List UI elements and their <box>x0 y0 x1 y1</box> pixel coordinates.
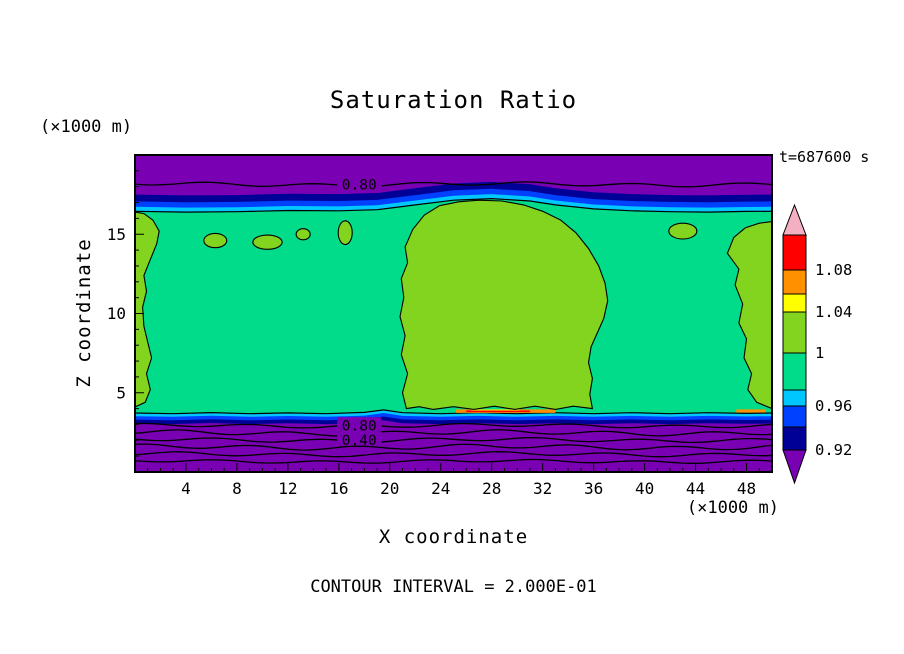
x-axis-unit-label: (×1000 m) <box>686 498 779 518</box>
blob-region <box>668 222 698 240</box>
contour-line <box>135 451 772 458</box>
contour-line <box>135 422 772 429</box>
chart-title: Saturation Ratio <box>329 86 578 114</box>
x-tick-label: 12 <box>278 479 297 498</box>
streak-orange <box>736 409 766 413</box>
streak-red <box>466 410 530 413</box>
colorbar-arrow-bottom <box>782 449 807 485</box>
y-axis-unit-label: (×1000 m) <box>40 117 133 137</box>
y-tick-label: 10 <box>107 304 126 323</box>
colorbar-segment <box>782 352 807 391</box>
top-band-cyan <box>135 194 772 213</box>
time-annotation: t=687600 s <box>779 148 870 166</box>
x-tick-label: 8 <box>232 479 242 498</box>
colorbar-tick-label: 0.92 <box>815 441 852 459</box>
x-tick-label: 24 <box>431 479 450 498</box>
streak-yellow <box>471 409 520 411</box>
bottom-band-cyan <box>135 409 772 417</box>
x-tick-label: 28 <box>482 479 501 498</box>
contour-line <box>135 181 772 188</box>
contour-field: 0.800.800.40 <box>135 155 772 472</box>
colorbar-segment <box>782 426 807 451</box>
x-tick-label: 20 <box>380 479 399 498</box>
x-axis-title: X coordinate <box>378 526 529 548</box>
colorbar-segment <box>782 405 807 428</box>
contour-label: 0.40 <box>342 433 377 449</box>
blob-region <box>337 220 353 246</box>
colorbar-tick-label: 0.96 <box>815 397 852 415</box>
blob-region <box>252 234 283 250</box>
contour-interval-note: CONTOUR INTERVAL = 2.000E-01 <box>310 577 597 597</box>
colorbar-segment <box>782 311 807 354</box>
colorbar: 1.08 1.04 1 0.96 0.92 <box>782 203 852 485</box>
x-tick-label: 32 <box>533 479 552 498</box>
blob-region <box>726 221 772 410</box>
contour-label: 0.80 <box>342 177 377 193</box>
upper-interface-contour <box>135 197 772 213</box>
contour-label: 0.80 <box>342 419 377 435</box>
y-tick-label: 15 <box>107 225 126 244</box>
x-tick-label: 16 <box>329 479 348 498</box>
x-tick-label: 4 <box>181 479 191 498</box>
x-tick-label: 40 <box>635 479 654 498</box>
contour-label-mask <box>337 431 382 449</box>
x-tick-label: 44 <box>686 479 705 498</box>
contour-line <box>135 458 772 464</box>
contour-line <box>135 443 772 451</box>
colorbar-segment <box>782 269 807 295</box>
blob-region <box>399 199 609 410</box>
blob-region <box>295 228 311 241</box>
blob-region <box>135 211 160 408</box>
colorbar-segment <box>782 234 807 271</box>
lower-interface-contour <box>135 409 772 415</box>
bottom-purple-band <box>135 409 772 472</box>
blob-region <box>203 232 228 249</box>
colorbar-tick-label: 1.08 <box>815 261 852 279</box>
x-tick-label: 48 <box>737 479 756 498</box>
contour-label-mask <box>337 175 382 193</box>
contour-line <box>135 429 772 437</box>
colorbar-segment <box>782 293 807 313</box>
colorbar-segment <box>782 389 807 407</box>
y-tick-label: 5 <box>116 383 126 402</box>
contour-label-mask <box>337 417 382 435</box>
colorbar-arrow-top <box>782 203 807 236</box>
x-tick-label: 36 <box>584 479 603 498</box>
colorbar-tick-label: 1.04 <box>815 303 852 321</box>
contour-line <box>135 436 772 444</box>
colorbar-tick-label: 1 <box>815 344 824 362</box>
